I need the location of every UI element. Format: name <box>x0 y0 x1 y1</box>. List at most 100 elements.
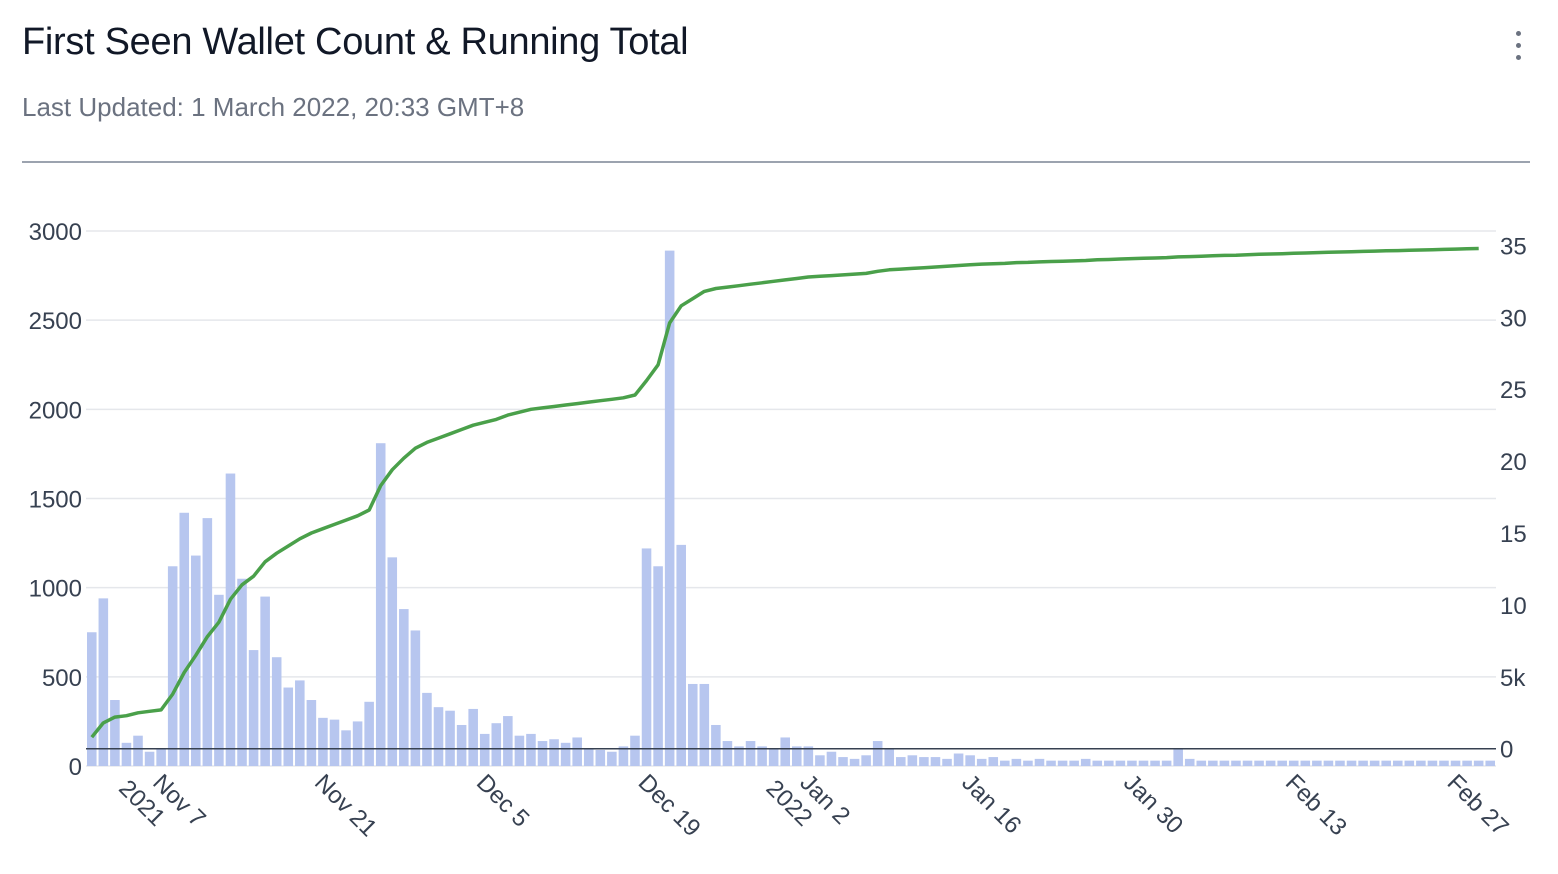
x-tick-label: Dec 5 <box>471 769 534 832</box>
daily-count-bar <box>1254 760 1264 766</box>
y-left-tick-label: 3000 <box>29 219 82 246</box>
daily-count-bar <box>1046 760 1056 766</box>
daily-count-bar <box>526 733 536 766</box>
daily-count-bar <box>167 566 178 766</box>
daily-count-bar <box>919 757 929 766</box>
x-tick: Feb 27 <box>1442 769 1514 841</box>
daily-count-bar <box>1011 758 1022 766</box>
y-right-tick-label: 15 <box>1500 521 1527 548</box>
daily-count-bar <box>468 708 478 766</box>
daily-count-bar <box>1184 758 1195 766</box>
daily-count-bar <box>271 657 282 766</box>
daily-count-bar <box>156 748 166 766</box>
daily-count-bar <box>734 746 744 766</box>
y-right-tick-label: 0 <box>1500 737 1513 764</box>
x-tick: Feb 13 <box>1280 769 1352 841</box>
daily-count-bar <box>1115 760 1126 766</box>
y-left-tick-label: 500 <box>42 665 82 692</box>
daily-count-bar <box>133 735 143 766</box>
daily-count-bar <box>1265 760 1276 766</box>
daily-count-bar <box>306 700 317 766</box>
y-left-tick-label: 1500 <box>29 487 82 514</box>
more-vertical-icon[interactable] <box>1500 20 1536 70</box>
daily-count-bar <box>1312 760 1322 766</box>
daily-count-bar <box>179 512 190 766</box>
daily-count-bar <box>653 566 663 766</box>
daily-count-bar <box>375 443 386 766</box>
daily-count-bar <box>1127 760 1137 766</box>
daily-count-bar <box>87 632 97 766</box>
y-right-tick-label: 30 <box>1500 305 1527 332</box>
daily-count-bar <box>410 630 421 766</box>
daily-count-bar <box>514 735 525 766</box>
daily-count-bar <box>745 741 756 766</box>
daily-count-bar <box>433 707 444 766</box>
daily-count-bar <box>641 548 652 766</box>
header-divider <box>22 161 1530 163</box>
daily-count-bar <box>422 692 432 766</box>
daily-count-bar <box>687 683 698 766</box>
x-tick-label: Jan 30 <box>1118 769 1188 839</box>
daily-count-bar <box>907 755 918 766</box>
daily-count-bar <box>1208 760 1218 766</box>
daily-count-bar <box>965 755 975 766</box>
daily-count-bar <box>1427 760 1438 766</box>
daily-count-bar <box>1150 760 1160 766</box>
chart-header: First Seen Wallet Count & Running Total … <box>22 18 1530 122</box>
daily-count-bar <box>1000 760 1010 766</box>
daily-count-bar <box>826 751 837 766</box>
daily-count-bar <box>1323 760 1334 766</box>
daily-count-bar <box>1416 760 1426 766</box>
gridlines <box>86 230 1496 767</box>
daily-count-bar <box>1300 760 1311 766</box>
daily-count-bar <box>1369 760 1380 766</box>
daily-count-bar <box>953 753 964 766</box>
daily-count-bar <box>144 751 155 766</box>
x-tick-label: Feb 13 <box>1280 769 1352 841</box>
x-tick: Jan 16 <box>956 769 1026 839</box>
daily-count-bar <box>283 687 294 766</box>
x-tick-label: Nov 21 <box>309 769 382 842</box>
y-right-tick-label: 25 <box>1500 377 1527 404</box>
daily-count-bar <box>1034 758 1045 766</box>
daily-count-bar <box>1057 760 1068 766</box>
last-updated-text: Last Updated: 1 March 2022, 20:33 GMT+8 <box>22 92 525 122</box>
daily-count-bar <box>237 578 247 766</box>
y-left-tick-label: 2000 <box>29 397 82 424</box>
daily-count-bar <box>1219 760 1230 766</box>
left-axis: 0 500 1000 1500 2000 2500 3000 <box>29 219 82 781</box>
daily-count-bar <box>479 733 490 766</box>
menu-dot <box>1515 54 1521 60</box>
menu-dot <box>1515 42 1521 48</box>
y-right-tick-label: 5k <box>1500 665 1526 692</box>
daily-count-bar <box>1080 758 1091 766</box>
daily-count-bar <box>1485 760 1495 766</box>
daily-count-bar <box>1196 760 1207 766</box>
daily-count-bar <box>711 724 721 766</box>
daily-count-bar <box>364 701 374 766</box>
daily-count-bar <box>1173 748 1183 766</box>
daily-count-bar <box>1138 760 1149 766</box>
daily-count-bar <box>976 758 987 766</box>
daily-count-bar <box>896 757 906 766</box>
daily-count-bar <box>872 741 883 766</box>
daily-count-bar <box>537 741 548 766</box>
daily-count-bar <box>1404 760 1415 766</box>
daily-count-bar <box>560 742 571 766</box>
daily-count-bar <box>1161 760 1172 766</box>
daily-count-bar <box>1462 760 1472 766</box>
daily-count-bar <box>456 724 467 766</box>
daily-count-bar <box>699 683 710 766</box>
daily-count-bar <box>1231 760 1241 766</box>
daily-count-bar <box>664 250 675 766</box>
daily-count-bar <box>1335 760 1345 766</box>
daily-count-bar <box>503 716 513 766</box>
daily-count-bar <box>1277 760 1287 766</box>
daily-count-bar <box>930 757 941 766</box>
daily-count-bar <box>1346 760 1357 766</box>
daily-count-bar <box>815 755 825 766</box>
